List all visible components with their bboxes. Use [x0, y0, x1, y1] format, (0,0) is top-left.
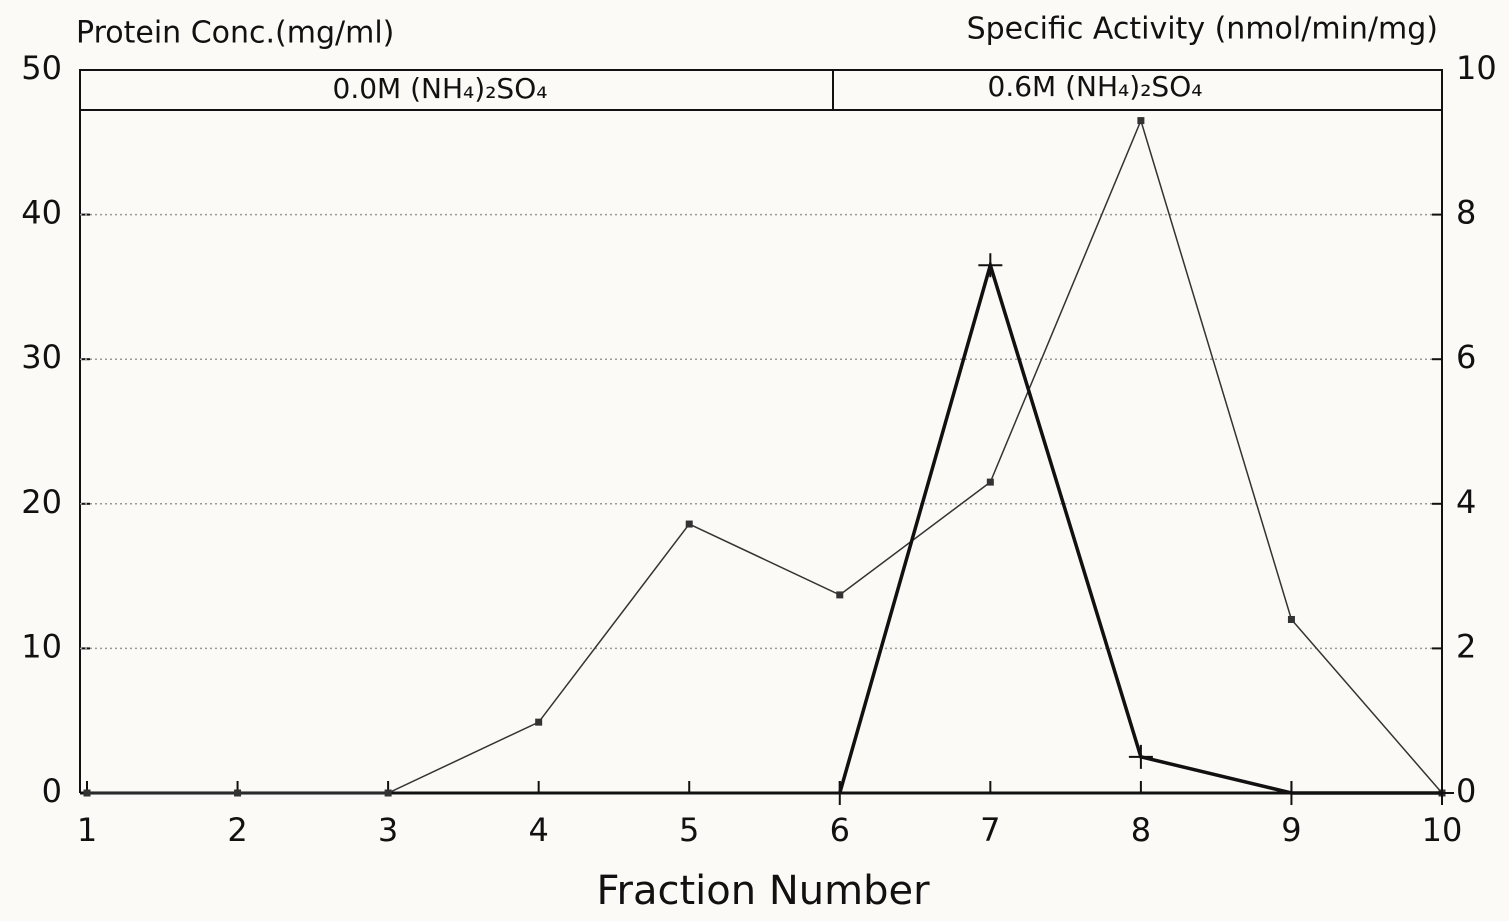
series-line: [838, 259, 1442, 795]
point: [986, 478, 994, 486]
x-tick-label: 2: [227, 811, 247, 849]
x-tick-label: 6: [830, 811, 850, 849]
annotation: 0.6M (NH₄)₂SO₄: [988, 70, 1203, 103]
y-tick-label: 10: [21, 627, 62, 665]
x-tick-label: 9: [1281, 811, 1301, 849]
condition-box: [79, 69, 1443, 111]
x-tick-label: 1: [77, 811, 97, 849]
y-tick-label: 40: [21, 194, 62, 232]
x-tick-label: 10: [1422, 811, 1463, 849]
point: [83, 789, 91, 797]
point: [827, 781, 852, 805]
point: [535, 718, 543, 726]
x-tick-label: 4: [528, 811, 548, 849]
y-tick-label: 20: [21, 483, 62, 521]
point: [1128, 744, 1153, 769]
x-axis-label: Fraction Number: [596, 868, 930, 914]
point: [1279, 781, 1304, 805]
y2-tick-label: 0: [1456, 772, 1476, 810]
point: [836, 591, 844, 599]
x-tick-label: 5: [679, 811, 699, 849]
y2-axis-label: Specific Activity (nmol/min/mg): [967, 12, 1438, 47]
point: [978, 253, 1003, 278]
y2-tick-label: 10: [1456, 49, 1497, 87]
y-axis-label: Protein Conc.(mg/ml): [76, 16, 394, 51]
point: [1430, 781, 1454, 805]
series-line: [87, 118, 1443, 794]
point: [1287, 615, 1295, 623]
x-tick-label: 7: [980, 811, 1000, 849]
y2-tick-label: 4: [1456, 483, 1476, 521]
point: [685, 520, 693, 528]
point: [1137, 117, 1145, 125]
point: [234, 789, 242, 797]
x-tick-label: 3: [378, 811, 398, 849]
y-tick-label: 30: [21, 338, 62, 376]
annotation: 0.0M (NH₄)₂SO₄: [333, 72, 548, 105]
y-tick-label: 50: [21, 49, 62, 87]
y2-tick-label: 8: [1456, 194, 1476, 232]
y-tick-label: 0: [42, 772, 62, 810]
y2-tick-label: 2: [1456, 627, 1476, 665]
y2-tick-label: 6: [1456, 338, 1476, 376]
x-tick-label: 8: [1131, 811, 1151, 849]
point: [384, 789, 392, 797]
